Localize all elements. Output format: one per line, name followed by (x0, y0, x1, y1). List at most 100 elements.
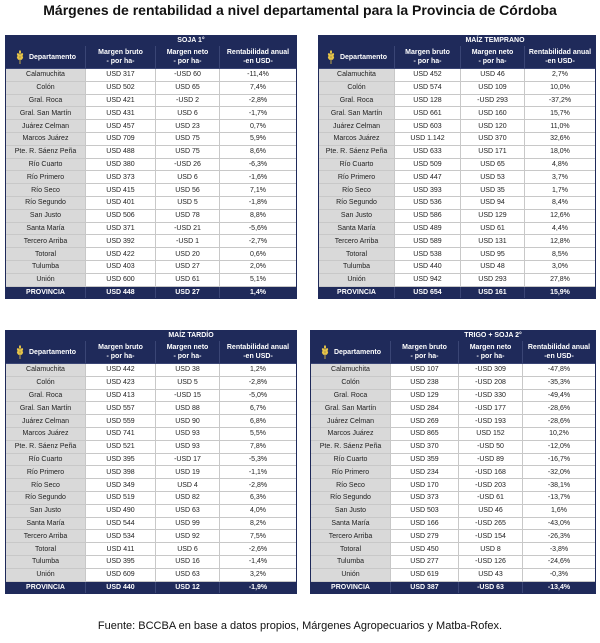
table-title-row: TRIGO + SOJA 2° (311, 331, 595, 341)
table-row: Unión USD 942 USD 293 27,8% (319, 273, 595, 287)
table-row: Santa María USD 166 -USD 265 -43,0% (311, 517, 595, 531)
header-line: - por ha- (478, 58, 507, 65)
value-cell: USD 373 (391, 491, 459, 505)
value-cell: -USD 330 (459, 389, 523, 403)
value-cell: USD 509 (395, 158, 461, 172)
table-row: Unión USD 600 USD 61 5,1% (6, 273, 296, 287)
value-cell: USD 90 (156, 415, 220, 428)
value-cell: USD 63 (156, 504, 220, 518)
table-row: Unión USD 609 USD 63 3,2% (6, 568, 296, 582)
value-cell: -1,4% (220, 556, 296, 569)
column-header: Margen bruto - por ha- (395, 46, 461, 69)
department-cell: Totoral (319, 248, 395, 261)
department-cell: Marcos Juárez (6, 427, 86, 441)
header-line: - por ha- (173, 58, 202, 65)
total-cell: 15,9% (525, 286, 595, 298)
value-cell: USD 503 (391, 504, 459, 518)
department-cell: Totoral (6, 248, 86, 261)
header-line: Margen bruto (98, 49, 143, 56)
table-row: Colón USD 423 USD 5 -2,8% (6, 376, 296, 390)
value-cell: 8,4% (525, 197, 595, 210)
value-cell: USD 75 (156, 132, 220, 146)
value-cell: 7,1% (220, 184, 296, 197)
table-row: Río Segundo USD 401 USD 5 -1,8% (6, 196, 296, 210)
department-cell: Calamuchita (311, 364, 391, 377)
value-cell: USD 370 (391, 440, 459, 454)
total-row: PROVINCIA USD 387 -USD 63 -13,4% (311, 581, 595, 593)
table-row: Totoral USD 538 USD 95 8,5% (319, 248, 595, 261)
column-header: Rentabilidad anual -en USD- (220, 341, 296, 364)
department-cell: Marcos Juárez (319, 132, 395, 146)
value-cell: USD 65 (461, 158, 525, 172)
table-row: Unión USD 619 USD 43 -0,3% (311, 568, 595, 582)
value-cell: -2,8% (220, 377, 296, 390)
total-cell: PROVINCIA (319, 286, 395, 298)
header-line: - por ha- (106, 58, 135, 65)
value-cell: -1,8% (220, 197, 296, 210)
table-row: San Justo USD 506 USD 78 8,8% (6, 209, 296, 223)
total-cell: USD 448 (86, 286, 156, 298)
value-cell: USD 20 (156, 248, 220, 261)
total-row: PROVINCIA USD 654 USD 161 15,9% (319, 286, 595, 298)
department-cell: Gral. Roca (311, 389, 391, 403)
value-cell: USD 403 (86, 260, 156, 274)
department-cell: Río Primero (6, 171, 86, 185)
table-row: Río Seco USD 170 -USD 203 -38,1% (311, 479, 595, 492)
value-cell: -6,3% (220, 159, 296, 172)
department-cell: Río Seco (311, 479, 391, 492)
department-cell: Colón (311, 376, 391, 390)
value-cell: USD 109 (461, 81, 525, 95)
column-header: Departamento (319, 46, 395, 69)
value-cell: 0,7% (220, 120, 296, 133)
department-cell: Tercero Arriba (6, 235, 86, 249)
table-row: Río Cuarto USD 359 -USD 89 -16,7% (311, 453, 595, 467)
value-cell: 8,8% (220, 210, 296, 223)
value-cell: USD 48 (461, 260, 525, 274)
table-row: Tulumba USD 277 -USD 126 -24,6% (311, 555, 595, 569)
value-cell: 5,5% (220, 428, 296, 441)
value-cell: USD 46 (461, 69, 525, 82)
value-cell: USD 538 (395, 248, 461, 261)
value-cell: USD 440 (395, 260, 461, 274)
department-cell: Río Primero (6, 466, 86, 480)
department-cell: Juárez Celman (319, 120, 395, 133)
department-cell: Tulumba (319, 260, 395, 274)
value-cell: USD 398 (86, 466, 156, 480)
value-cell: -1,1% (220, 466, 296, 480)
value-cell: USD 317 (86, 69, 156, 82)
value-cell: 6,3% (220, 492, 296, 505)
table-row: Pte. R. Sáenz Peña USD 370 -USD 50 -12,0% (311, 440, 595, 454)
department-cell: Gral. San Martín (319, 107, 395, 121)
value-cell: 8,6% (220, 146, 296, 159)
value-cell: USD 4 (156, 479, 220, 492)
table-row: Río Segundo USD 536 USD 94 8,4% (319, 196, 595, 210)
header-line: - por ha- (410, 353, 439, 360)
table-title-row: MAÍZ TEMPRANO (319, 36, 595, 46)
table-row: Río Segundo USD 373 -USD 61 -13,7% (311, 491, 595, 505)
table-row: Santa María USD 489 USD 61 4,4% (319, 222, 595, 236)
value-cell: -USD 265 (459, 517, 523, 531)
value-cell: USD 521 (86, 440, 156, 454)
header-line: -en USD- (544, 353, 574, 360)
value-cell: USD 93 (156, 427, 220, 441)
value-cell: USD 661 (395, 107, 461, 121)
value-cell: USD 373 (86, 171, 156, 185)
value-cell: 11,0% (525, 120, 595, 133)
table-row: Juárez Celman USD 457 USD 23 0,7% (6, 120, 296, 133)
value-cell: USD 450 (391, 543, 459, 556)
department-cell: Calamuchita (6, 69, 86, 82)
header-line: Rentabilidad anual (528, 49, 592, 56)
value-cell: USD 61 (461, 222, 525, 236)
total-cell: USD 387 (391, 581, 459, 593)
table-row: Tercero Arriba USD 392 -USD 1 -2,7% (6, 235, 296, 249)
value-cell: 5,9% (220, 133, 296, 146)
value-cell: USD 633 (395, 145, 461, 159)
header-line: Rentabilidad anual (226, 344, 290, 351)
value-cell: -USD 1 (156, 235, 220, 249)
value-cell: USD 370 (461, 132, 525, 146)
table-row: Gral. Roca USD 128 -USD 293 -37,2% (319, 94, 595, 108)
value-cell: -38,1% (523, 479, 595, 492)
table-row: Gral. San Martín USD 284 -USD 177 -28,6% (311, 402, 595, 416)
value-cell: -13,7% (523, 492, 595, 505)
value-cell: USD 63 (156, 568, 220, 582)
